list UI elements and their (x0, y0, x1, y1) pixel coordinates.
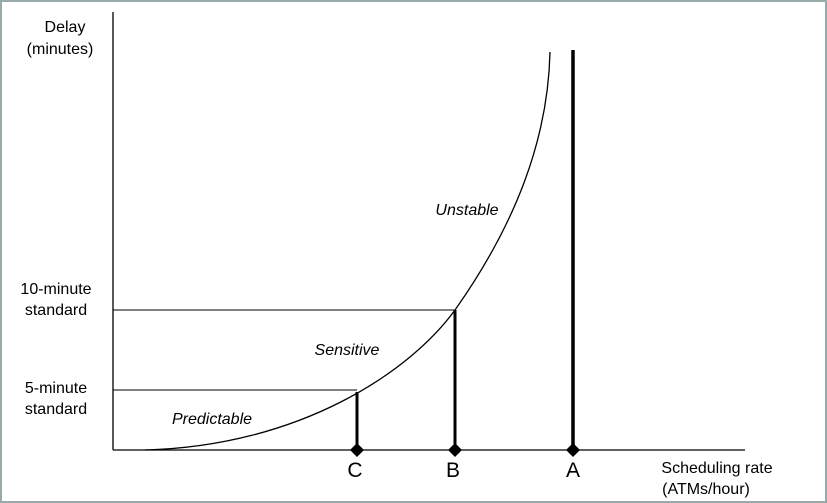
marker-label: C (347, 459, 362, 482)
level-label: standard (25, 302, 87, 319)
marker-diamond (350, 443, 364, 457)
region-label: Sensitive (315, 342, 380, 359)
delay-curve (144, 51, 551, 451)
marker-diamond (448, 443, 462, 457)
y-axis-label: Delay (45, 19, 86, 36)
region-label: Unstable (435, 202, 498, 219)
marker-label: A (566, 459, 580, 482)
x-axis-label: Scheduling rate (661, 460, 772, 477)
level-label: standard (25, 401, 87, 418)
y-axis-label: (minutes) (27, 41, 94, 58)
marker-label: B (446, 459, 460, 482)
region-label: Predictable (172, 411, 252, 428)
level-label: 10-minute (20, 281, 91, 298)
x-axis-label: (ATMs/hour) (662, 481, 750, 498)
marker-diamond (566, 443, 580, 457)
level-label: 5-minute (25, 380, 87, 397)
